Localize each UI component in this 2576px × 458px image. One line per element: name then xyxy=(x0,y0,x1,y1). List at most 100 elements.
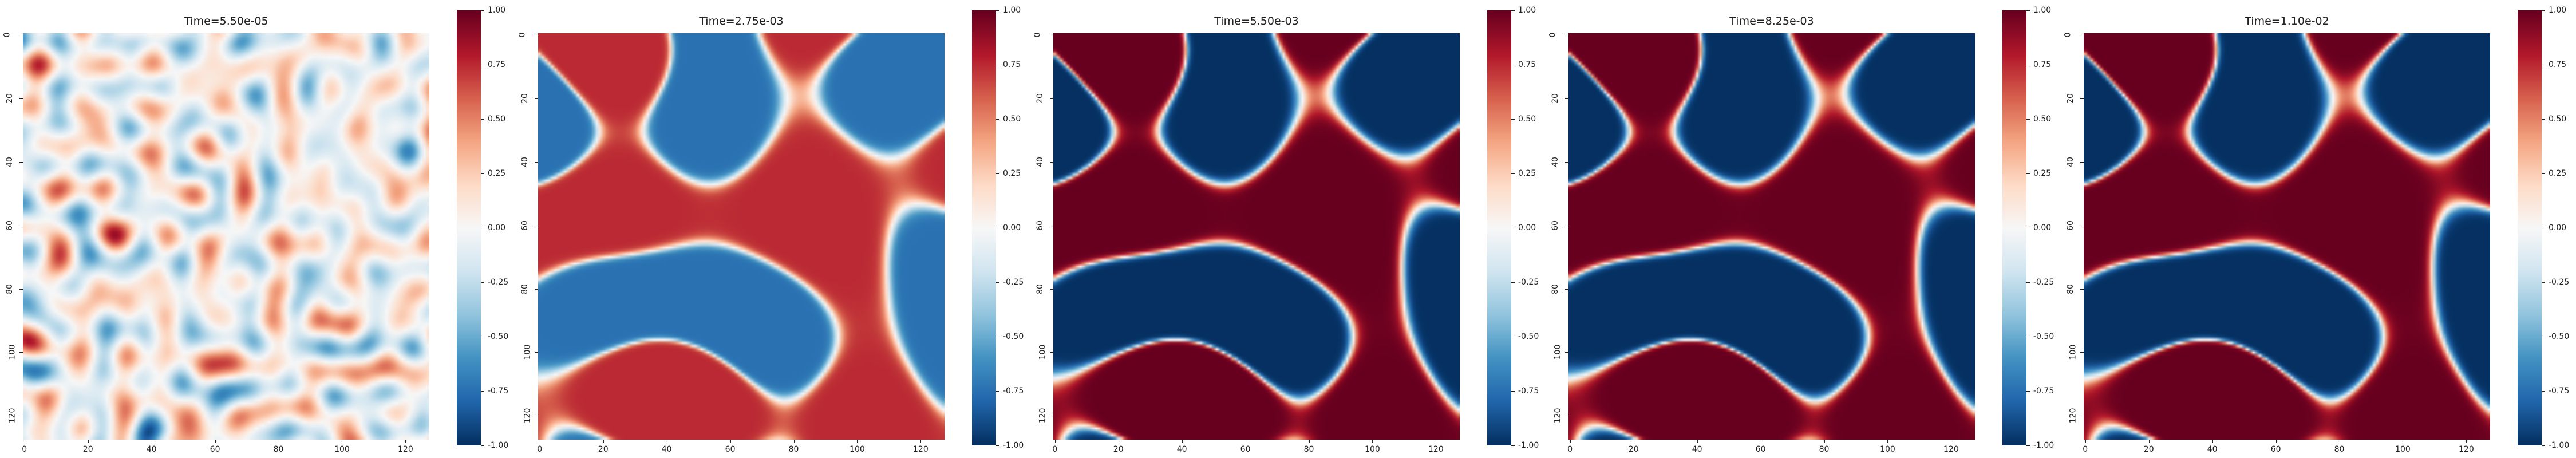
y-tick-mark xyxy=(535,352,538,353)
colorbar-tick-label: 0.50 xyxy=(1518,114,1536,124)
colorbar-tick-mark xyxy=(1511,10,1515,11)
colorbar-tick-label: -1.00 xyxy=(2549,441,2570,450)
x-tick-mark xyxy=(2212,440,2213,443)
y-tick-mark xyxy=(2080,161,2084,163)
colorbar xyxy=(2002,10,2026,445)
x-tick-label: 20 xyxy=(1628,445,1639,454)
colorbar-tick-mark xyxy=(996,10,999,11)
y-tick-label: 100 xyxy=(2068,345,2078,360)
colorbar-tick-mark xyxy=(2026,391,2030,392)
y-tick-mark xyxy=(1565,98,1568,99)
heatmap-image xyxy=(1568,33,1975,440)
colorbar-tick-label: 0.50 xyxy=(488,114,506,124)
colorbar-tick-mark xyxy=(481,10,484,11)
colorbar-tick-mark xyxy=(2026,119,2030,120)
panel-title: Time=5.50e-05 xyxy=(184,15,268,27)
y-tick-label: 60 xyxy=(520,220,530,231)
colorbar-tick-mark xyxy=(2026,10,2030,11)
x-tick-label: 120 xyxy=(1943,445,1959,454)
colorbar-tick-label: 0.75 xyxy=(2549,60,2567,69)
y-tick-label: 20 xyxy=(2065,93,2075,104)
y-tick-label: 40 xyxy=(5,156,14,167)
x-tick-mark xyxy=(2085,440,2086,443)
x-tick-mark xyxy=(405,440,406,443)
colorbar-tick-mark xyxy=(1511,282,1515,283)
x-tick-label: 0 xyxy=(22,445,27,454)
x-tick-mark xyxy=(1054,440,1056,443)
y-tick-label: 0 xyxy=(517,32,527,38)
colorbar-tick-label: 0.75 xyxy=(488,60,506,69)
y-tick-label: 120 xyxy=(1553,408,1563,424)
colorbar-tick-label: 0.00 xyxy=(488,223,506,232)
x-tick-label: 40 xyxy=(1692,445,1702,454)
y-tick-mark xyxy=(535,98,538,99)
colorbar-tick-label: -0.75 xyxy=(2033,386,2055,396)
x-tick-label: 80 xyxy=(273,445,284,454)
x-tick-label: 80 xyxy=(788,445,799,454)
colorbar-tick-label: -0.25 xyxy=(1518,278,1539,287)
colorbar-tick-mark xyxy=(1511,445,1515,446)
x-tick-label: 40 xyxy=(2207,445,2218,454)
y-tick-mark xyxy=(1050,352,1053,353)
y-tick-mark xyxy=(1565,352,1568,353)
colorbar-tick-label: -0.25 xyxy=(2549,278,2570,287)
colorbar-tick-label: -0.25 xyxy=(2033,278,2055,287)
x-tick-label: 80 xyxy=(2334,445,2345,454)
x-tick-label: 20 xyxy=(82,445,93,454)
colorbar-tick-label: 0.75 xyxy=(2033,60,2052,69)
colorbar-tick-label: 0.50 xyxy=(2549,114,2567,124)
y-tick-label: 120 xyxy=(523,408,532,424)
colorbar-tick-label: 0.75 xyxy=(1003,60,1021,69)
colorbar-tick-label: 1.00 xyxy=(2033,6,2052,15)
y-tick-label: 40 xyxy=(2065,156,2075,167)
colorbar-tick-label: -0.75 xyxy=(1518,386,1539,396)
y-tick-label: 40 xyxy=(1550,156,1560,167)
x-tick-mark xyxy=(1570,440,1571,443)
colorbar-tick-label: -0.50 xyxy=(1518,332,1539,341)
y-tick-mark xyxy=(1565,161,1568,163)
y-tick-mark xyxy=(2080,352,2084,353)
x-tick-label: 80 xyxy=(1303,445,1314,454)
x-tick-label: 100 xyxy=(1365,445,1380,454)
y-tick-mark xyxy=(19,98,23,99)
heatmap-image xyxy=(2084,33,2490,440)
x-tick-label: 120 xyxy=(1428,445,1444,454)
x-tick-mark xyxy=(1887,440,1888,443)
y-tick-label: 40 xyxy=(520,156,530,167)
x-tick-mark xyxy=(1824,440,1825,443)
x-tick-mark xyxy=(2466,440,2467,443)
colorbar-tick-label: 0.00 xyxy=(1003,223,1021,232)
y-tick-label: 80 xyxy=(5,283,14,294)
x-tick-mark xyxy=(603,440,604,443)
x-tick-mark xyxy=(1309,440,1310,443)
colorbar-tick-mark xyxy=(1511,119,1515,120)
y-tick-mark xyxy=(19,352,23,353)
y-tick-label: 120 xyxy=(1038,408,1048,424)
y-tick-label: 60 xyxy=(1550,220,1560,231)
y-tick-mark xyxy=(1565,289,1568,290)
x-tick-label: 0 xyxy=(537,445,543,454)
colorbar-tick-mark xyxy=(996,119,999,120)
x-tick-label: 100 xyxy=(334,445,350,454)
x-tick-label: 0 xyxy=(1052,445,1058,454)
y-tick-label: 120 xyxy=(7,408,17,424)
colorbar-tick-mark xyxy=(2026,282,2030,283)
panel-title: Time=8.25e-03 xyxy=(1729,15,1814,27)
colorbar-tick-label: -0.25 xyxy=(1003,278,1024,287)
y-tick-label: 60 xyxy=(2065,220,2075,231)
x-tick-label: 0 xyxy=(1567,445,1573,454)
x-tick-mark xyxy=(2148,440,2150,443)
colorbar-tick-label: -1.00 xyxy=(488,441,509,450)
colorbar-tick-mark xyxy=(2542,10,2545,11)
colorbar-tick-label: -0.75 xyxy=(1003,386,1024,396)
x-tick-mark xyxy=(215,440,216,443)
x-tick-label: 20 xyxy=(1113,445,1124,454)
panel-title: Time=5.50e-03 xyxy=(1214,15,1299,27)
colorbar xyxy=(972,10,996,445)
heatmap-image xyxy=(23,33,429,440)
y-tick-mark xyxy=(19,161,23,163)
y-tick-label: 80 xyxy=(2065,283,2075,294)
colorbar-tick-label: 0.25 xyxy=(488,169,506,178)
colorbar-tick-label: 0.25 xyxy=(1003,169,1021,178)
y-tick-mark xyxy=(1050,98,1053,99)
